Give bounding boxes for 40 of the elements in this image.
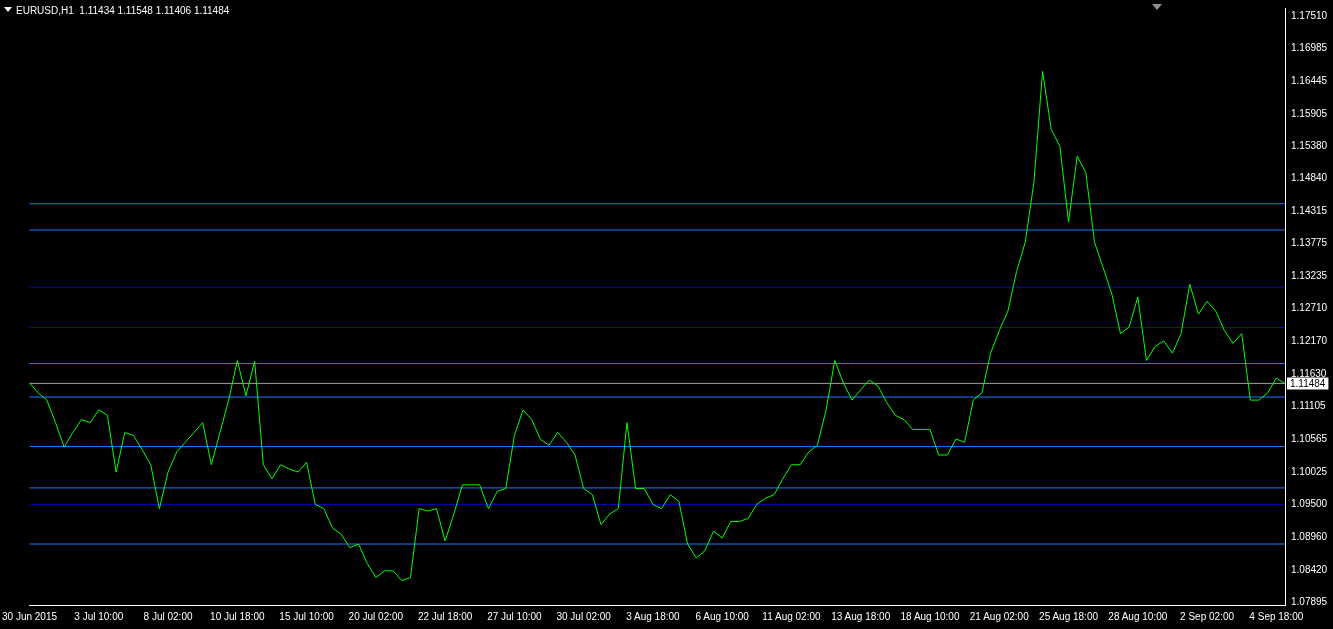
x-tick-label: 13 Aug 18:00 bbox=[831, 610, 891, 622]
x-tick-label: 27 Jul 10:00 bbox=[487, 610, 543, 622]
x-tick-label: 6 Aug 10:00 bbox=[695, 610, 750, 622]
y-tick-label: 1.13775 bbox=[1291, 237, 1328, 249]
y-tick-label: 1.07895 bbox=[1291, 596, 1328, 608]
y-tick-label: 1.15380 bbox=[1291, 139, 1328, 151]
x-tick-label: 15 Jul 10:00 bbox=[279, 610, 335, 622]
y-tick-label: 1.14840 bbox=[1291, 172, 1328, 184]
y-tick-label: 1.13235 bbox=[1291, 270, 1328, 282]
x-tick-label: 3 Aug 18:00 bbox=[626, 610, 681, 622]
y-tick-label: 1.10565 bbox=[1291, 433, 1328, 445]
x-tick-label: 4 Sep 18:00 bbox=[1249, 610, 1304, 622]
x-tick-label: 30 Jun 2015 bbox=[1, 610, 58, 622]
x-tick-label: 25 Aug 18:00 bbox=[1039, 610, 1099, 622]
y-tick-label: 1.12710 bbox=[1291, 302, 1328, 314]
y-tick-label: 1.11105 bbox=[1291, 400, 1327, 412]
x-tick-label: 22 Jul 18:00 bbox=[417, 610, 473, 622]
y-tick-label: 1.10025 bbox=[1291, 466, 1328, 478]
x-tick-label: 11 Aug 02:00 bbox=[762, 610, 822, 622]
y-tick-label: 1.08420 bbox=[1291, 563, 1328, 575]
y-tick-label: 1.15905 bbox=[1291, 107, 1328, 119]
x-tick-label: 28 Aug 10:00 bbox=[1108, 610, 1168, 622]
y-tick-label: 1.09500 bbox=[1291, 498, 1328, 510]
y-tick-label: 1.14315 bbox=[1291, 204, 1328, 216]
y-tick-label: 1.11630 bbox=[1291, 368, 1327, 380]
x-tick-label: 30 Jul 02:00 bbox=[556, 610, 612, 622]
x-tick-label: 3 Jul 10:00 bbox=[74, 610, 124, 622]
y-tick-label: 1.12170 bbox=[1291, 335, 1328, 347]
ref-line-label: 1.11484 bbox=[1290, 377, 1326, 389]
x-tick-label: 10 Jul 18:00 bbox=[210, 610, 265, 622]
y-tick-label: 1.17510 bbox=[1291, 9, 1328, 21]
y-tick-label: 1.16445 bbox=[1291, 74, 1328, 86]
y-tick-label: 1.08960 bbox=[1291, 531, 1328, 543]
x-tick-label: 21 Aug 02:00 bbox=[969, 610, 1030, 622]
x-tick-label: 18 Aug 10:00 bbox=[900, 610, 960, 622]
x-tick-label: 8 Jul 02:00 bbox=[143, 610, 193, 622]
chart-title: EURUSD,H1 1.11434 1.11548 1.11406 1.11484 bbox=[16, 4, 230, 16]
x-tick-label: 2 Sep 02:00 bbox=[1180, 610, 1235, 622]
y-tick-label: 1.16985 bbox=[1291, 41, 1328, 53]
x-tick-label: 20 Jul 02:00 bbox=[348, 610, 404, 622]
